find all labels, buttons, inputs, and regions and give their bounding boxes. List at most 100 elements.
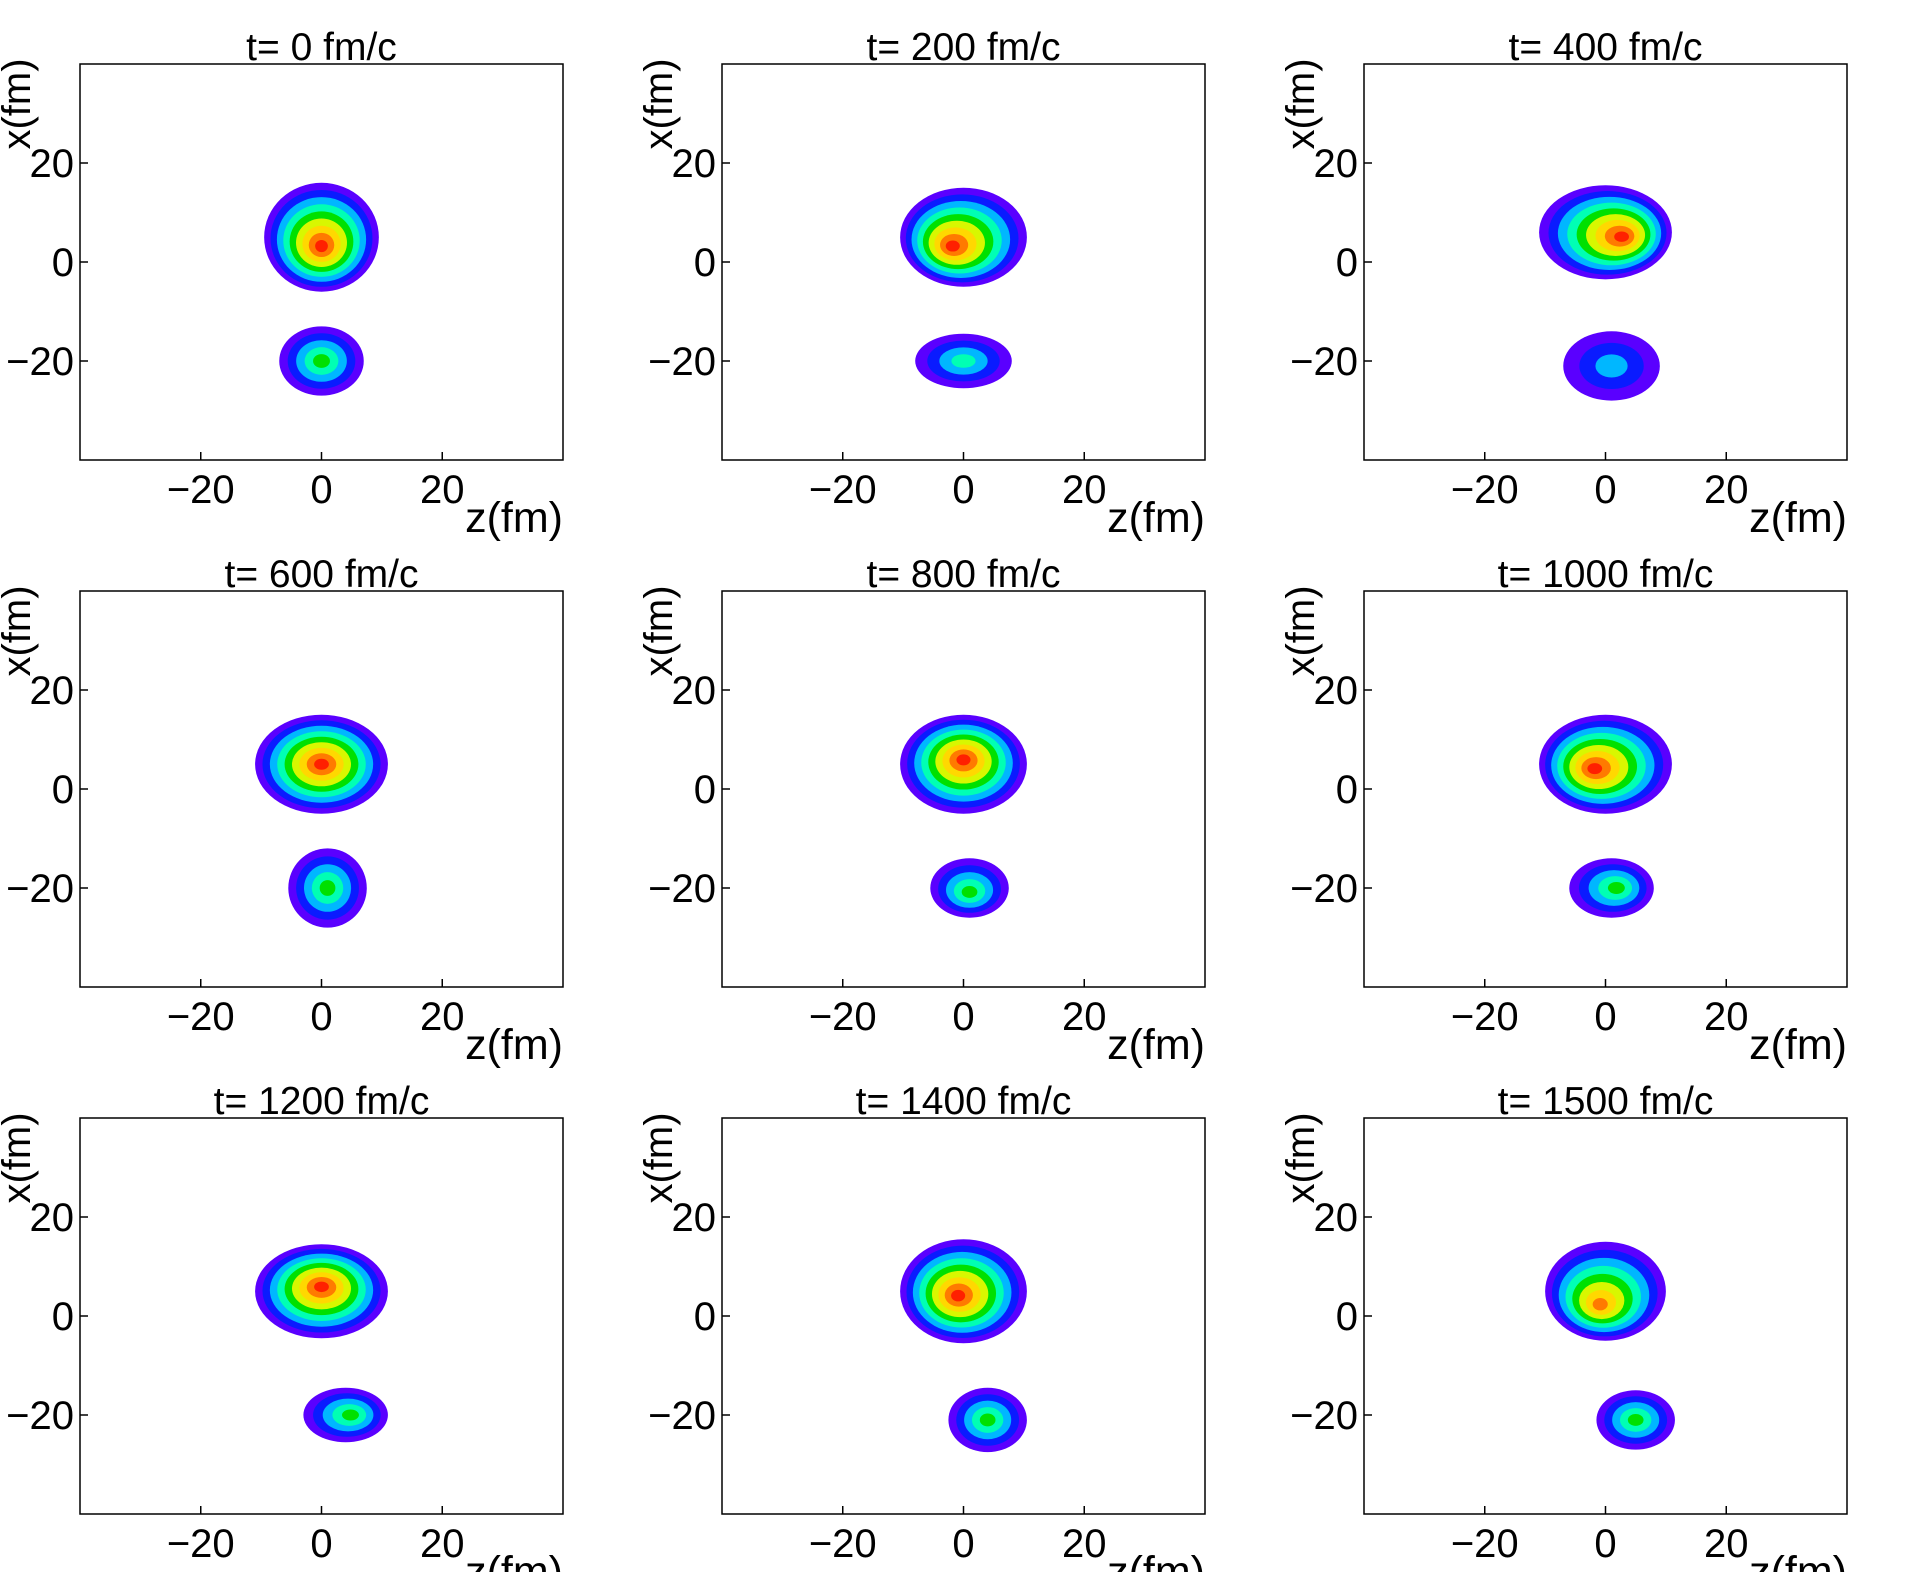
- x-axis-label: z(fm): [1749, 494, 1847, 542]
- y-tick-label: −20: [1290, 1394, 1358, 1438]
- y-tick-label: −20: [6, 340, 74, 384]
- x-tick-label: 20: [420, 995, 465, 1039]
- x-tick-label: 20: [420, 1522, 465, 1566]
- contour-layer: [1539, 185, 1672, 401]
- x-axis-label: z(fm): [1107, 1548, 1205, 1572]
- upper-fragment: [1539, 185, 1672, 280]
- x-tick-label: −20: [809, 995, 877, 1039]
- x-tick-label: 20: [1062, 995, 1107, 1039]
- panel-title: t= 1000 fm/c: [1498, 553, 1714, 596]
- panel-title: t= 200 fm/c: [866, 26, 1060, 69]
- y-tick-label: 0: [1336, 241, 1358, 285]
- contour-layer: [1545, 1241, 1675, 1450]
- x-axis-label: z(fm): [1749, 1548, 1847, 1572]
- contour-level-4: [951, 354, 976, 368]
- x-axis-label: z(fm): [1107, 494, 1205, 542]
- contour-layer: [1539, 714, 1672, 918]
- contour-level-9: [314, 1281, 329, 1293]
- lower-fragment: [1569, 858, 1654, 918]
- contour-level-5: [1607, 882, 1625, 894]
- y-tick-label: −20: [1290, 867, 1358, 911]
- x-tick-label: 0: [1594, 1522, 1616, 1566]
- x-tick-label: −20: [1451, 1522, 1519, 1566]
- contour-level-8: [1592, 1298, 1608, 1311]
- x-tick-label: 0: [1594, 468, 1616, 512]
- y-axis-label: x(fm): [0, 585, 39, 676]
- y-tick-label: 0: [52, 1295, 74, 1339]
- panel-6: −20 0 20 −20 0 20 t= 1000 fm/c z(fm) x(fm): [1279, 553, 1848, 1069]
- y-tick-label: 20: [672, 1196, 717, 1240]
- y-tick-label: 0: [694, 768, 716, 812]
- contour-level-9: [945, 240, 960, 252]
- y-tick-label: 0: [694, 1295, 716, 1339]
- y-tick-label: 0: [694, 241, 716, 285]
- y-tick-label: −20: [6, 867, 74, 911]
- y-axis-label: x(fm): [1279, 585, 1323, 676]
- panel-4: −20 0 20 −20 0 20 t= 600 fm/c z(fm) x(fm): [0, 553, 564, 1069]
- upper-fragment: [900, 187, 1027, 287]
- y-tick-label: 0: [52, 241, 74, 285]
- y-axis-label: x(fm): [637, 585, 681, 676]
- x-axis-label: z(fm): [465, 494, 563, 542]
- lower-fragment: [930, 858, 1009, 918]
- x-tick-label: −20: [167, 1522, 235, 1566]
- contour-layer: [900, 187, 1027, 389]
- panel-3: −20 0 20 −20 0 20 t= 400 fm/c z(fm) x(fm): [1279, 26, 1848, 542]
- y-axis-label: x(fm): [637, 58, 681, 149]
- upper-fragment: [264, 182, 379, 292]
- lower-fragment: [948, 1387, 1027, 1453]
- lower-fragment: [303, 1387, 388, 1443]
- y-tick-label: 20: [672, 142, 717, 186]
- upper-fragment: [255, 1244, 388, 1339]
- x-tick-label: 20: [1704, 995, 1749, 1039]
- panel-8: −20 0 20 −20 0 20 t= 1400 fm/c z(fm) x(fm): [637, 1080, 1206, 1572]
- contour-level-5: [1627, 1414, 1644, 1426]
- y-tick-label: −20: [6, 1394, 74, 1438]
- y-axis-label: x(fm): [1279, 58, 1323, 149]
- panel-9: −20 0 20 −20 0 20 t= 1500 fm/c z(fm) x(fm): [1279, 1080, 1848, 1572]
- contour-layer: [255, 1244, 388, 1443]
- contour-level-5: [979, 1413, 996, 1427]
- contour-level-5: [342, 1409, 359, 1421]
- y-axis-label: x(fm): [637, 1112, 681, 1203]
- y-tick-label: −20: [1290, 340, 1358, 384]
- x-tick-label: 20: [1062, 1522, 1107, 1566]
- x-tick-label: 0: [1594, 995, 1616, 1039]
- y-axis-label: x(fm): [0, 1112, 39, 1203]
- x-tick-label: −20: [1451, 468, 1519, 512]
- y-tick-label: 0: [1336, 768, 1358, 812]
- upper-fragment: [1545, 1241, 1666, 1341]
- y-tick-label: −20: [648, 867, 716, 911]
- contour-layer: [900, 1239, 1027, 1453]
- y-tick-label: 20: [30, 1196, 75, 1240]
- x-axis-label: z(fm): [1749, 1021, 1847, 1069]
- y-axis-label: x(fm): [1279, 1112, 1323, 1203]
- y-tick-label: −20: [648, 340, 716, 384]
- y-tick-label: 20: [1314, 142, 1359, 186]
- lower-fragment: [288, 848, 367, 928]
- x-tick-label: −20: [1451, 995, 1519, 1039]
- contour-level-3: [1595, 354, 1628, 378]
- contour-level-5: [313, 354, 330, 368]
- x-tick-label: 0: [952, 1522, 974, 1566]
- x-tick-label: −20: [809, 468, 877, 512]
- contour-layer: [255, 714, 388, 928]
- x-tick-label: −20: [167, 468, 235, 512]
- x-axis-label: z(fm): [1107, 1021, 1205, 1069]
- contour-layer: [264, 182, 379, 396]
- panel-1: −20 0 20 −20 0 20 t= 0 fm/c z(fm) x(fm): [0, 26, 564, 542]
- lower-fragment: [915, 333, 1012, 389]
- panel-title: t= 1400 fm/c: [856, 1080, 1072, 1123]
- panel-title: t= 1500 fm/c: [1498, 1080, 1714, 1123]
- contour-level-5: [319, 880, 336, 896]
- x-tick-label: 0: [310, 1522, 332, 1566]
- upper-fragment: [900, 1239, 1027, 1344]
- y-tick-label: 20: [1314, 1196, 1359, 1240]
- panel-title: t= 800 fm/c: [866, 553, 1060, 596]
- contour-level-9: [315, 240, 328, 253]
- y-tick-label: 20: [1314, 669, 1359, 713]
- y-tick-label: 0: [52, 768, 74, 812]
- panel-7: −20 0 20 −20 0 20 t= 1200 fm/c z(fm) x(fm): [0, 1080, 564, 1572]
- contour-level-9: [1614, 231, 1629, 242]
- x-tick-label: 0: [952, 995, 974, 1039]
